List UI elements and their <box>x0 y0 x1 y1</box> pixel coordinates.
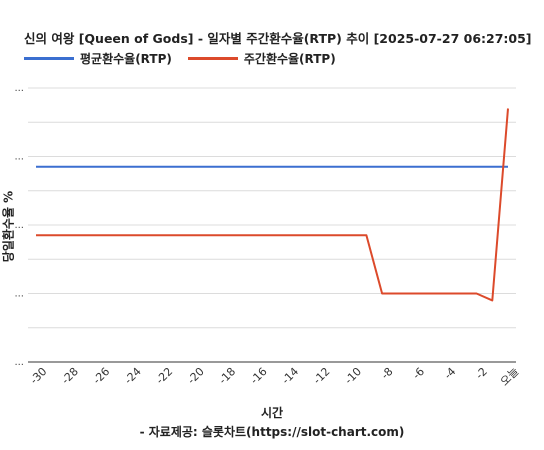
legend-item-weekly-rtp[interactable]: 주간환수율(RTP) <box>187 50 336 67</box>
legend-swatch-weekly-rtp <box>187 56 238 60</box>
x-tick-label: -16 <box>248 365 270 387</box>
legend-label-average-rtp: 평균환수율(RTP) <box>80 51 172 66</box>
x-tick-label: -14 <box>279 365 301 387</box>
x-tick-label: -22 <box>153 365 175 387</box>
x-tick-label: -8 <box>379 365 396 382</box>
legend-label-weekly-rtp: 주간환수율(RTP) <box>243 51 336 66</box>
legend-swatch-average-rtp <box>24 56 74 60</box>
y-tick-label: ... <box>14 220 24 231</box>
x-tick-label: 오늘 <box>498 365 522 389</box>
x-tick-label: -24 <box>122 365 144 387</box>
chart-title: 신의 여왕 [Queen of Gods] - 일자별 주간환수율(RTP) 추… <box>24 31 532 46</box>
x-tick-label: -18 <box>216 365 238 387</box>
x-tick-label: -12 <box>311 365 333 387</box>
x-tick-label: -20 <box>185 365 207 387</box>
x-tick-label: -2 <box>473 365 490 382</box>
x-tick-label: -4 <box>442 365 459 382</box>
series-line-weekly-rtp <box>36 108 509 302</box>
y-tick-label: ... <box>14 83 24 94</box>
y-tick-label: ... <box>14 357 24 368</box>
x-tick-label: -30 <box>28 365 50 387</box>
x-tick-label: -28 <box>59 365 81 387</box>
legend-item-average-rtp[interactable]: 평균환수율(RTP) <box>24 50 172 67</box>
y-tick-label: ... <box>14 152 24 163</box>
chart-legend: 평균환수율(RTP) 주간환수율(RTP) <box>24 50 352 66</box>
y-tick-label: ... <box>14 289 24 300</box>
x-tick-label: -26 <box>90 365 112 387</box>
x-tick-label: -10 <box>342 365 364 387</box>
x-axis-title: 시간 <box>260 406 284 420</box>
chart-credit: - 자료제공: 슬롯차트(https://slot-chart.com) <box>139 425 405 439</box>
x-tick-label: -6 <box>410 365 427 382</box>
y-axis-title: 당일환수율 % <box>1 190 16 263</box>
